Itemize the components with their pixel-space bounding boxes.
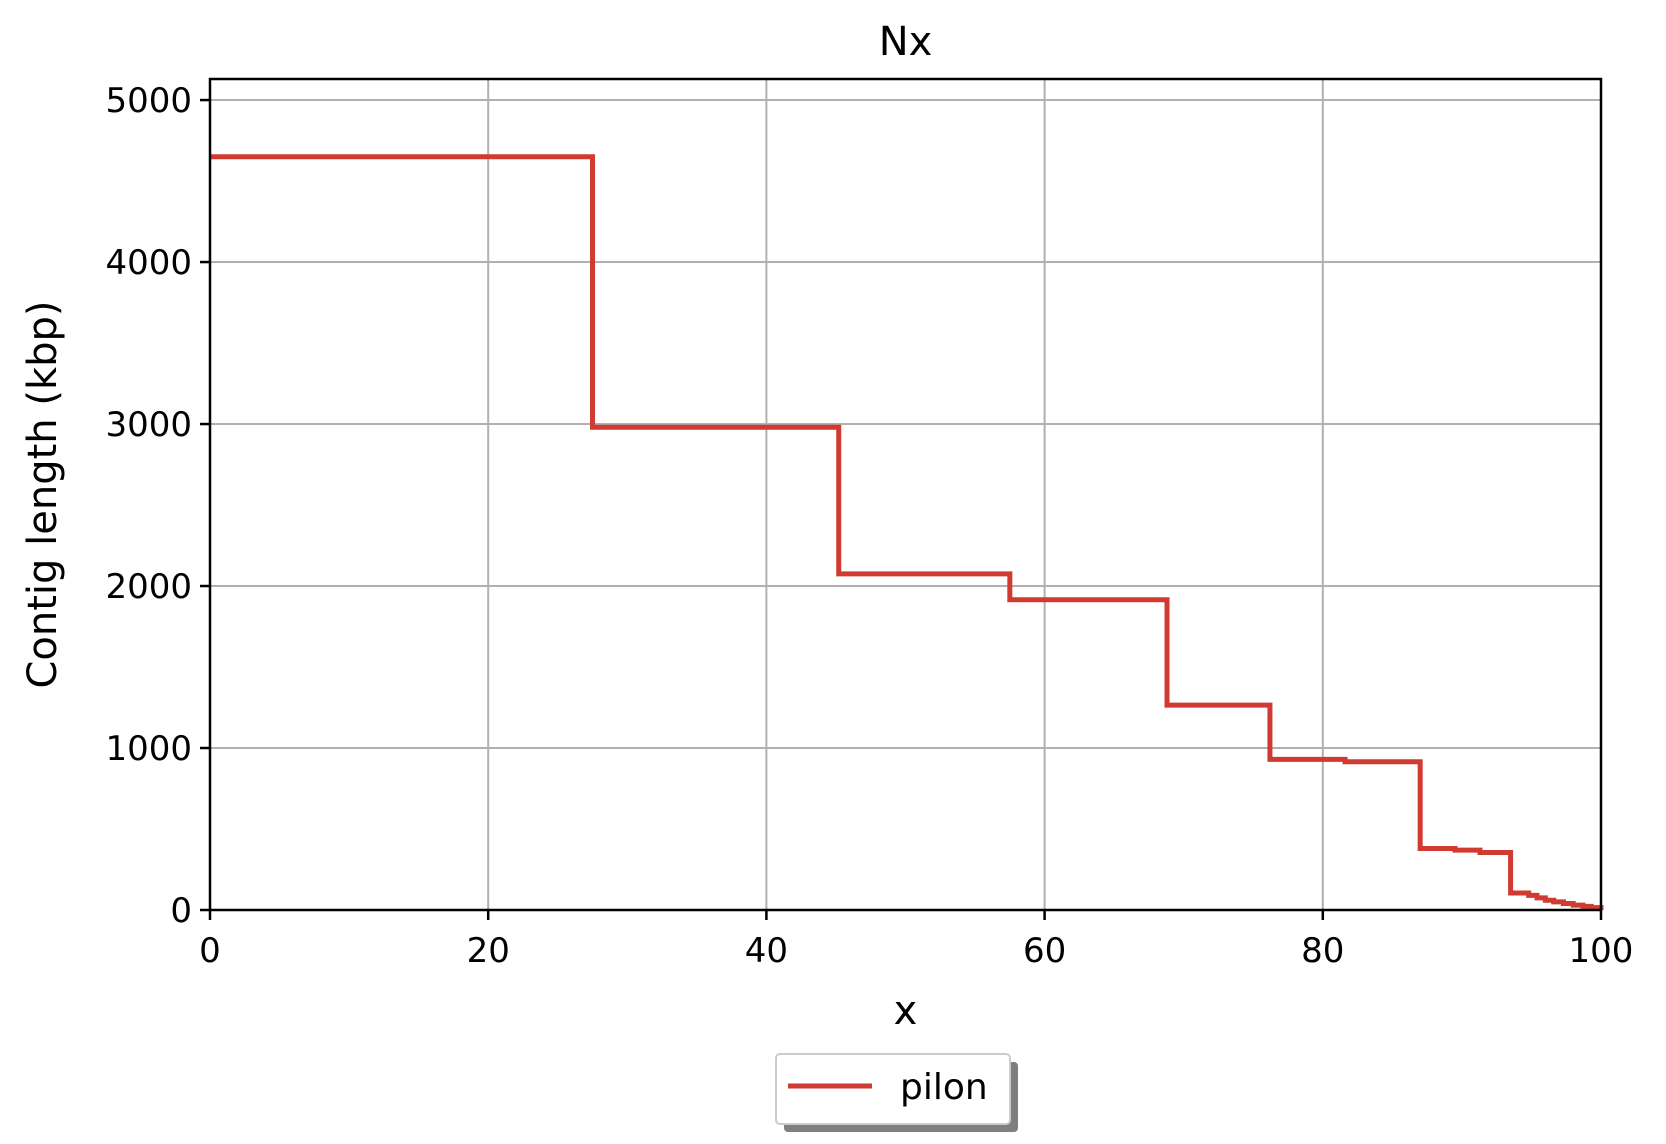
x-tick-label: 80 bbox=[1301, 931, 1344, 971]
y-axis-title: Contig length (kbp) bbox=[20, 300, 66, 688]
y-tick-label: 3000 bbox=[105, 405, 192, 445]
y-tick-label: 4000 bbox=[105, 243, 192, 283]
x-tick-label: 40 bbox=[745, 931, 788, 971]
legend: pilon bbox=[775, 1053, 1018, 1132]
x-tick-label: 100 bbox=[1569, 931, 1634, 971]
y-tick-label: 2000 bbox=[105, 567, 192, 607]
legend-label-pilon: pilon bbox=[900, 1067, 988, 1108]
series-layer bbox=[210, 154, 1604, 911]
y-tick-label: 5000 bbox=[105, 81, 192, 121]
x-axis-title: x bbox=[894, 988, 918, 1034]
x-tick-label: 20 bbox=[467, 931, 510, 971]
legend-box bbox=[775, 1053, 1011, 1125]
x-tick-label: 60 bbox=[1023, 931, 1066, 971]
y-tick-label: 0 bbox=[170, 891, 192, 931]
plot-frame bbox=[208, 77, 1603, 912]
x-tick-label: 0 bbox=[199, 931, 221, 971]
chart-title: Nx bbox=[879, 19, 933, 65]
y-tick-label: 1000 bbox=[105, 729, 192, 769]
series-line-pilon bbox=[210, 154, 1604, 911]
